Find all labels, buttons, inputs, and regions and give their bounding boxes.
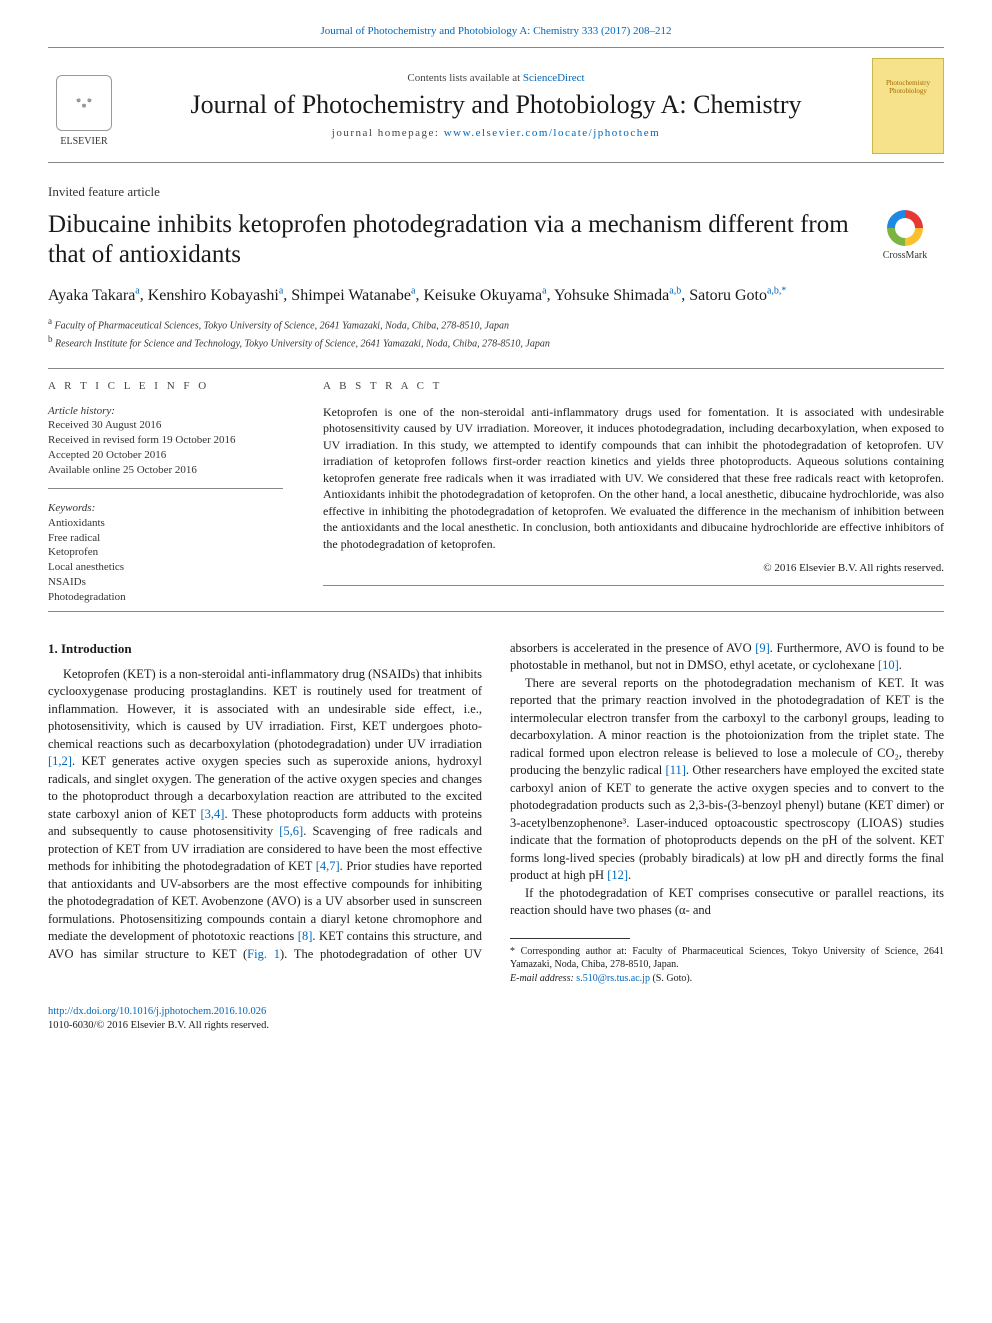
history-online: Available online 25 October 2016 [48,463,283,478]
abstract-head: A B S T R A C T [323,379,944,394]
crossmark-badge[interactable]: CrossMark [866,210,944,263]
keyword-6: Photodegradation [48,590,283,605]
elsevier-label: ELSEVIER [60,135,107,149]
author-2: Kenshiro Kobayashia [148,287,284,304]
keyword-5: NSAIDs [48,575,283,590]
paper-title: Dibucaine inhibits ketoprofen photodegra… [48,210,852,270]
rule-below-meta [48,611,944,612]
cite-10[interactable]: [10] [878,658,899,672]
history-revised: Received in revised form 19 October 2016 [48,433,283,448]
history-received: Received 30 August 2016 [48,418,283,433]
rule-above-meta [48,368,944,369]
affiliations: a Faculty of Pharmaceutical Sciences, To… [48,315,944,352]
cite-3-4[interactable]: [3,4] [200,807,224,821]
contents-prefix: Contents lists available at [407,72,522,84]
homepage-line: journal homepage: www.elsevier.com/locat… [138,126,854,141]
history-accepted: Accepted 20 October 2016 [48,448,283,463]
author-3: Shimpei Watanabea [291,287,415,304]
affiliation-a: a Faculty of Pharmaceutical Sciences, To… [48,315,944,333]
issn-copyright: 1010-6030/© 2016 Elsevier B.V. All right… [48,1019,944,1033]
doi-link[interactable]: http://dx.doi.org/10.1016/j.jphotochem.2… [48,1006,266,1017]
cite-8[interactable]: [8] [298,929,313,943]
section-1-heading: 1. Introduction [48,640,482,658]
affiliation-b: b Research Institute for Science and Tec… [48,333,944,351]
keyword-1: Antioxidants [48,516,283,531]
authors-line: Ayaka Takaraa, Kenshiro Kobayashia, Shim… [48,284,944,307]
masthead: ELSEVIER Contents lists available at Sci… [48,47,944,163]
cover-line1: Photochemistry [886,79,930,87]
abstract-block: A B S T R A C T Ketoprofen is one of the… [323,379,944,605]
abstract-copyright: © 2016 Elsevier B.V. All rights reserved… [323,561,944,576]
cover-line2: Photobiology [889,87,927,95]
fig-1-ref[interactable]: Fig. 1 [247,947,280,961]
meta-row: A R T I C L E I N F O Article history: R… [48,379,944,605]
masthead-center: Contents lists available at ScienceDirec… [138,71,854,141]
author-6: Satoru Gotoa,b,* [689,287,786,304]
elsevier-tree-icon [56,75,112,131]
body-columns: 1. Introduction Ketoprofen (KET) is a no… [48,640,944,986]
keywords-label: Keywords: [48,501,283,516]
intro-para-3: If the photodegradation of KET comprises… [510,885,944,920]
footnote-block: * Corresponding author at: Faculty of Ph… [510,938,944,986]
article-info-head: A R T I C L E I N F O [48,379,283,394]
journal-cover-thumb: Photochemistry Photobiology [872,58,944,154]
author-5: Yohsuke Shimadaa,b [554,287,681,304]
email-suffix: (S. Goto). [650,973,692,984]
rule-below-abstract [323,585,944,586]
cite-9[interactable]: [9] [755,641,770,655]
elsevier-logo: ELSEVIER [48,63,120,149]
article-info-block: A R T I C L E I N F O Article history: R… [48,379,283,605]
author-4: Keisuke Okuyamaa [423,287,546,304]
homepage-link[interactable]: www.elsevier.com/locate/jphotochem [444,127,660,139]
journal-title: Journal of Photochemistry and Photobiolo… [138,90,854,120]
email-label: E-mail address: [510,973,576,984]
cite-12[interactable]: [12] [607,868,628,882]
cite-5-6[interactable]: [5,6] [279,824,303,838]
history-label: Article history: [48,404,283,419]
sciencedirect-link[interactable]: ScienceDirect [523,72,585,84]
homepage-prefix: journal homepage: [332,127,444,139]
corresponding-note: * Corresponding author at: Faculty of Ph… [510,945,944,972]
crossmark-label: CrossMark [883,249,927,263]
cite-4-7[interactable]: [4,7] [316,859,340,873]
cite-11[interactable]: [11] [666,763,686,777]
crossmark-icon [887,210,923,246]
title-row: Dibucaine inhibits ketoprofen photodegra… [48,210,944,270]
intro-para-2: There are several reports on the photode… [510,675,944,885]
keyword-4: Local anesthetics [48,560,283,575]
abstract-body: Ketoprofen is one of the non-steroidal a… [323,404,944,553]
page-footer: http://dx.doi.org/10.1016/j.jphotochem.2… [48,1005,944,1033]
keyword-3: Ketoprofen [48,545,283,560]
author-1: Ayaka Takaraa [48,287,140,304]
contents-line: Contents lists available at ScienceDirec… [138,71,854,86]
keyword-2: Free radical [48,531,283,546]
email-line: E-mail address: s.510@rs.tus.ac.jp (S. G… [510,972,944,986]
footnote-rule [510,938,630,939]
article-type: Invited feature article [48,183,944,201]
email-link[interactable]: s.510@rs.tus.ac.jp [576,973,650,984]
header-citation: Journal of Photochemistry and Photobiolo… [48,24,944,39]
rule-in-info [48,488,283,489]
cite-1-2[interactable]: [1,2] [48,754,72,768]
